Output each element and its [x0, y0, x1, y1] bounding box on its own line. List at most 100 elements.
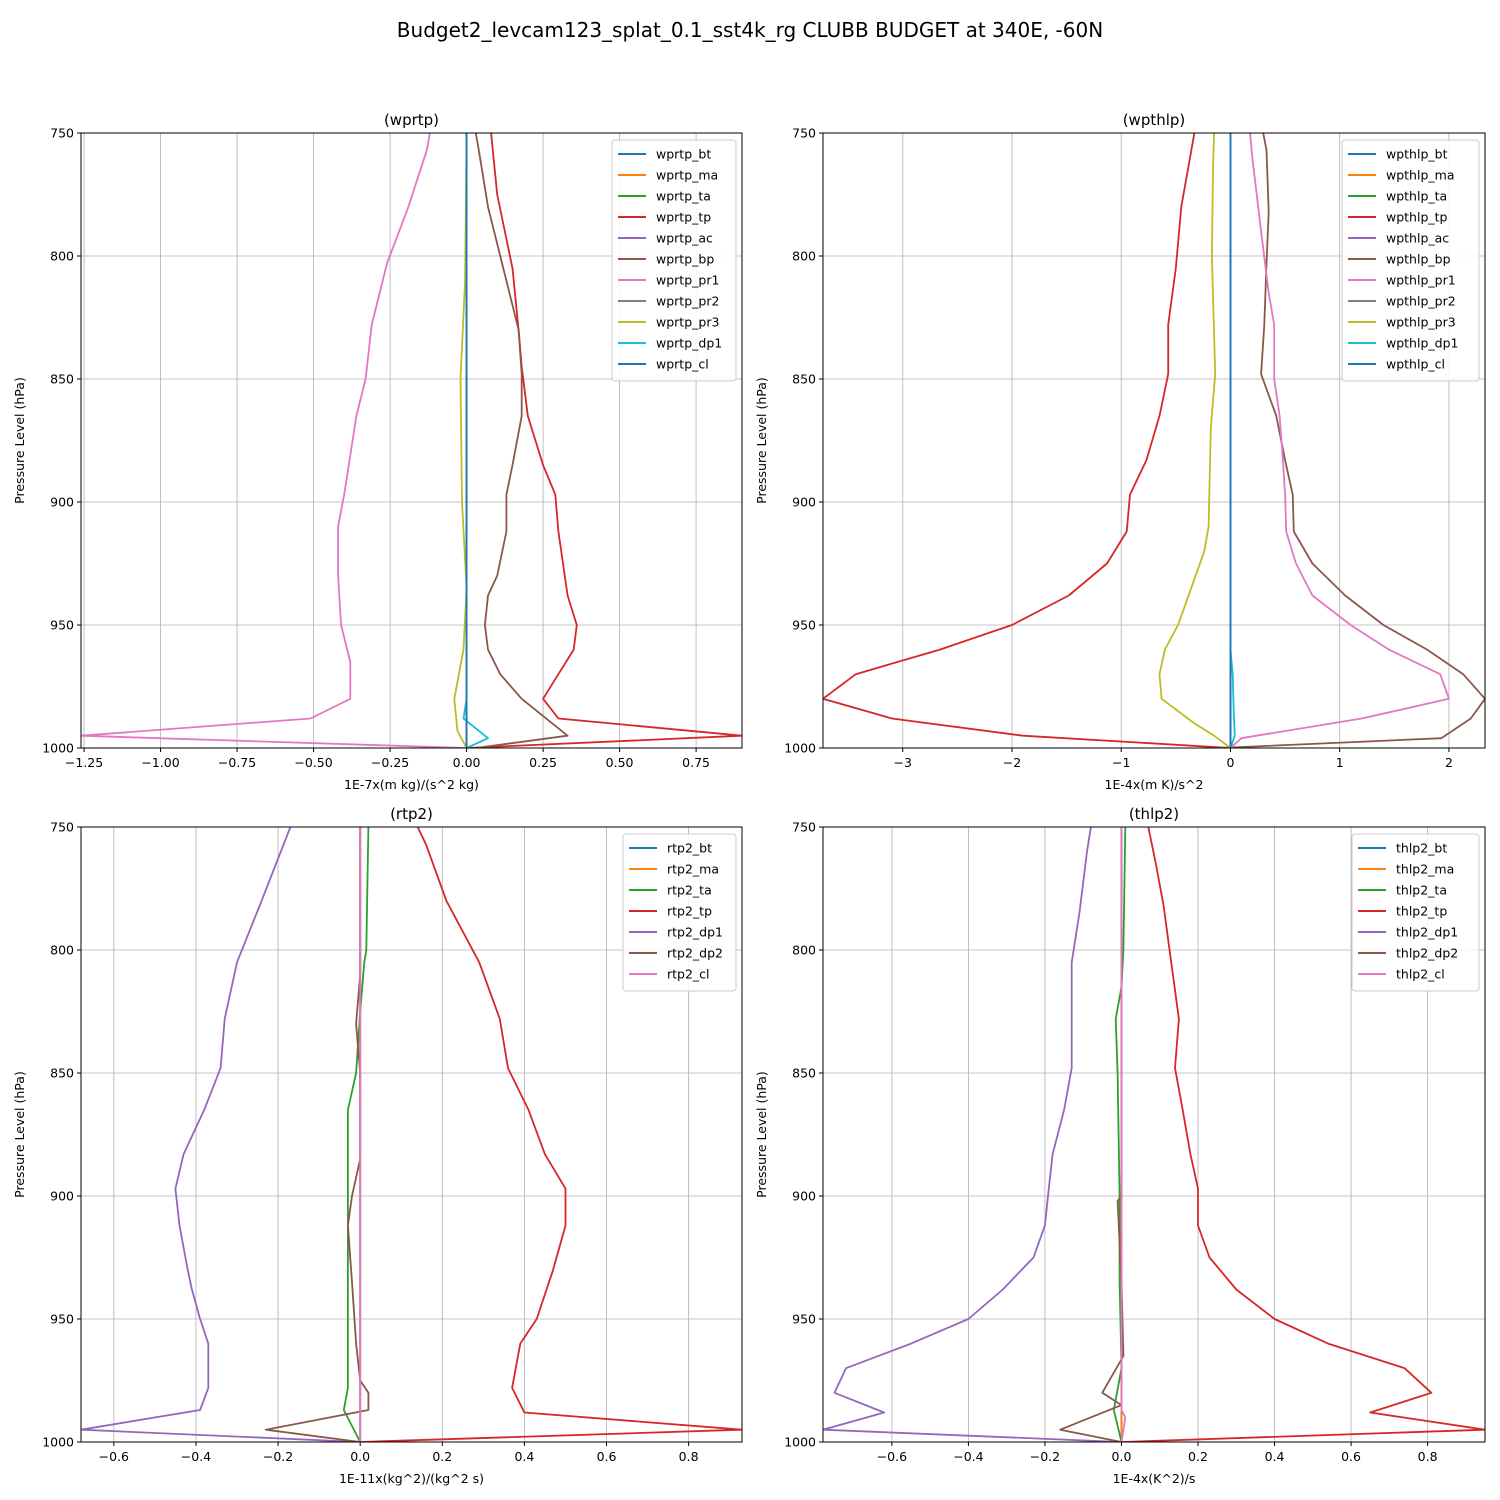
- subplot-2: −3 −2 −1 0 1 2 750 800 850 900 950 1000 (wpthlp) 1E-4…: [754, 111, 1486, 792]
- x-axis-label: 1E-11x(kg^2)/(kg^2 s): [339, 1471, 484, 1486]
- legend-label: wprtp_ac: [656, 231, 713, 246]
- legend-label: wprtp_dp1: [656, 336, 722, 351]
- x-tick-label: 0.4: [1265, 1449, 1285, 1464]
- x-tick-label: −0.2: [263, 1449, 293, 1464]
- x-axis-label: 1E-4x(K^2)/s: [1113, 1471, 1196, 1486]
- y-tick-label: 850: [792, 372, 816, 387]
- legend-label: rtp2_dp2: [667, 946, 723, 961]
- y-tick-label: 850: [50, 372, 74, 387]
- y-tick-label: 950: [50, 1312, 74, 1327]
- x-tick-label: −0.25: [371, 755, 409, 770]
- legend-label: wprtp_bp: [656, 252, 714, 267]
- y-tick-label: 900: [50, 1189, 74, 1204]
- series-line-rtp2_tp: [360, 827, 742, 1442]
- subplot-4: −0.6 −0.4 −0.2 0.0 0.2 0.4 0.6 0.8 750 800 850 900 9…: [754, 805, 1486, 1486]
- legend-label: thlp2_ta: [1396, 883, 1447, 898]
- y-tick-label: 850: [50, 1066, 74, 1081]
- y-tick-label: 900: [792, 1189, 816, 1204]
- y-tick-label: 950: [50, 618, 74, 633]
- x-tick-label: 0: [1226, 755, 1234, 770]
- legend-label: thlp2_dp1: [1396, 925, 1458, 940]
- y-tick-label: 1000: [784, 741, 816, 756]
- y-tick-label: 950: [792, 1312, 816, 1327]
- series-line-wpthlp_pr1: [1229, 133, 1450, 748]
- series-line-thlp2_cl: [1120, 827, 1127, 1442]
- y-tick-label: 800: [50, 249, 74, 264]
- x-tick-label: −2: [1003, 755, 1021, 770]
- axes-frame: [80, 826, 743, 1443]
- y-tick-label: 800: [50, 943, 74, 958]
- x-tick-label: 0.2: [432, 1449, 452, 1464]
- series-lines: [81, 827, 742, 1442]
- x-tick-label: −1: [1112, 755, 1130, 770]
- axes-frame: [822, 132, 1486, 749]
- y-tick-label: 800: [792, 249, 816, 264]
- legend-label: wprtp_cl: [656, 357, 709, 372]
- y-tick-label: 900: [50, 495, 74, 510]
- legend: wprtp_bt wprtp_ma wprtp_ta wprtp_tp wprtp_ac…: [611, 139, 737, 382]
- legend-label: wpthlp_bp: [1386, 252, 1451, 267]
- subplot-grid: −1.25 −1.00 −0.75 −0.50 −0.25 0.00 0.25 0.50 0.7…: [12, 111, 1486, 1486]
- series-line-wprtp_bp: [474, 133, 569, 748]
- x-tick-label: 0.25: [529, 755, 557, 770]
- legend-box: [611, 139, 737, 382]
- series-line-wprtp_pr1: [81, 133, 467, 748]
- y-tick-label: 950: [792, 618, 816, 633]
- x-tick-label: 2: [1445, 755, 1453, 770]
- legend-box: [622, 833, 737, 992]
- subplot-title: (thlp2): [1129, 805, 1179, 823]
- x-tick-label: −1.00: [141, 755, 179, 770]
- x-tick-label: 0.50: [606, 755, 634, 770]
- series-line-rtp2_dp2: [264, 827, 370, 1442]
- y-tick-label: 800: [792, 943, 816, 958]
- y-tick-label: 1000: [42, 1435, 74, 1450]
- x-tick-label: 0.4: [514, 1449, 534, 1464]
- series-line-wpthlp_bp: [1219, 133, 1485, 748]
- legend-label: rtp2_bt: [667, 841, 712, 856]
- x-tick-label: 0.0: [350, 1449, 370, 1464]
- legend-label: wpthlp_tp: [1386, 210, 1448, 225]
- legend-label: wprtp_ma: [656, 168, 718, 183]
- y-tick-label: 1000: [784, 1435, 816, 1450]
- axes-frame: [80, 132, 743, 749]
- subplot-title: (wprtp): [384, 111, 439, 129]
- y-tick-label: 750: [50, 126, 74, 141]
- subplot-3: −0.6 −0.4 −0.2 0.0 0.2 0.4 0.6 0.8 750 800 850 900 9…: [12, 805, 743, 1486]
- legend-label: wpthlp_dp1: [1386, 336, 1458, 351]
- x-tick-label: −1.25: [65, 755, 103, 770]
- x-tick-label: −0.4: [181, 1449, 211, 1464]
- legend-label: wpthlp_pr2: [1386, 294, 1456, 309]
- y-axis-label: Pressure Level (hPa): [754, 377, 769, 504]
- x-tick-label: −0.6: [877, 1449, 907, 1464]
- legend-label: wpthlp_pr1: [1386, 273, 1456, 288]
- legend-label: thlp2_bt: [1396, 841, 1447, 856]
- x-tick-label: 0.0: [1112, 1449, 1132, 1464]
- series-lines: [81, 133, 742, 748]
- x-axis-label: 1E-7x(m kg)/(s^2 kg): [344, 777, 479, 792]
- series-line-wprtp_tp: [466, 133, 742, 748]
- figure-suptitle: Budget2_levcam123_splat_0.1_sst4k_rg CLU…: [397, 18, 1103, 42]
- x-tick-label: 0.00: [453, 755, 481, 770]
- legend-label: rtp2_ma: [667, 862, 719, 877]
- subplot-1: −1.25 −1.00 −0.75 −0.50 −0.25 0.00 0.25 0.50 0.7…: [12, 111, 743, 792]
- x-tick-label: −3: [894, 755, 912, 770]
- legend-label: wpthlp_ma: [1386, 168, 1454, 183]
- legend-label: wpthlp_pr3: [1386, 315, 1456, 330]
- x-tick-label: 0.8: [679, 1449, 699, 1464]
- x-tick-label: −0.50: [294, 755, 332, 770]
- x-tick-label: 0.8: [1418, 1449, 1438, 1464]
- y-tick-label: 1000: [42, 741, 74, 756]
- legend-label: wprtp_tp: [656, 210, 711, 225]
- legend-label: thlp2_dp2: [1396, 946, 1458, 961]
- legend-label: wprtp_pr2: [656, 294, 719, 309]
- x-tick-label: 0.6: [1341, 1449, 1361, 1464]
- x-tick-label: 1: [1336, 755, 1344, 770]
- subplot-title: (wpthlp): [1123, 111, 1186, 129]
- legend-label: wprtp_bt: [656, 147, 711, 162]
- series-line-thlp2_dp1: [823, 827, 1122, 1442]
- legend: rtp2_bt rtp2_ma rtp2_ta rtp2_tp rtp2_dp1 rtp2…: [622, 833, 737, 992]
- legend-label: wprtp_pr3: [656, 315, 719, 330]
- legend-box: [1341, 139, 1480, 382]
